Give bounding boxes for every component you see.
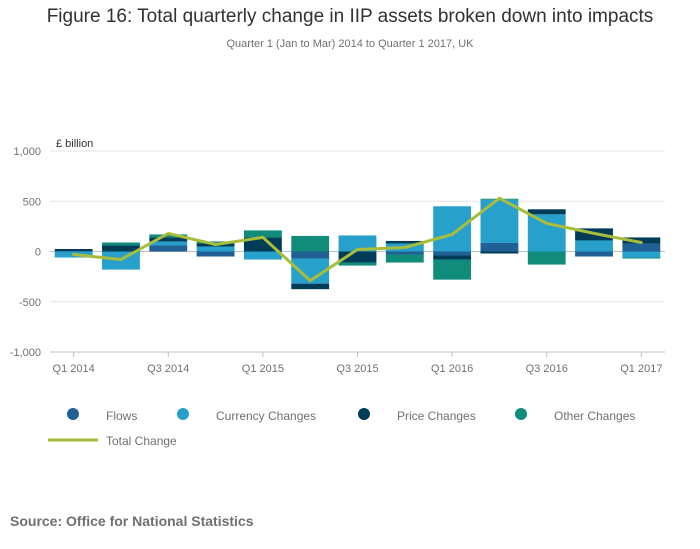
bar-flows bbox=[480, 242, 519, 252]
bar-price bbox=[102, 245, 140, 252]
legend-label-currency: Currency Changes bbox=[216, 409, 316, 423]
bar-flows bbox=[575, 251, 613, 257]
y-tick-label: 0 bbox=[35, 247, 41, 259]
y-tick-label: -500 bbox=[19, 297, 41, 309]
legend-marker-flows bbox=[67, 408, 79, 420]
x-tick-label: Q3 2014 bbox=[147, 363, 189, 375]
legend-marker-currency bbox=[177, 408, 189, 420]
stacked-bar-line-chart: -1,000 -500 0 500 1,000 £ billion Q1 2014 Q3 … bbox=[10, 138, 665, 448]
bar-other bbox=[338, 262, 377, 266]
bar-price bbox=[385, 240, 424, 244]
x-tick-label: Q1 2016 bbox=[431, 363, 473, 375]
bar-currency bbox=[527, 214, 566, 252]
bar-price bbox=[291, 283, 330, 290]
bar-flows bbox=[54, 250, 93, 252]
bar-flows bbox=[622, 243, 661, 252]
bar-currency bbox=[196, 246, 235, 252]
bar-flows bbox=[291, 251, 330, 259]
bar-currency bbox=[149, 241, 188, 246]
bar-price bbox=[149, 237, 188, 242]
bar-currency bbox=[575, 240, 613, 252]
y-tick-label: 1,000 bbox=[13, 146, 41, 158]
x-tick-label: Q3 2016 bbox=[526, 363, 568, 375]
bar-other bbox=[291, 235, 330, 252]
chart-title: Figure 16: Total quarterly change in IIP… bbox=[46, 6, 654, 27]
bar-other bbox=[433, 259, 472, 280]
bar-price bbox=[433, 255, 472, 260]
total-change-polyline bbox=[72, 196, 643, 283]
x-axis: Q1 2014 Q3 2014 Q1 2015 Q3 2015 Q1 2016 Q3 20… bbox=[50, 351, 665, 375]
bar-flows bbox=[196, 251, 235, 257]
bar-currency bbox=[433, 206, 472, 252]
x-tick-label: Q1 2015 bbox=[242, 363, 284, 375]
legend: Flows Currency Changes Price Changes Other … bbox=[48, 408, 635, 448]
bar-other bbox=[196, 241, 235, 244]
x-tick-label: Q1 2014 bbox=[53, 363, 95, 375]
y-tick-label: 500 bbox=[23, 196, 41, 208]
y-tick-label: -1,000 bbox=[10, 347, 41, 359]
bar-currency bbox=[243, 251, 282, 260]
bar-other bbox=[243, 230, 282, 238]
bar-price bbox=[338, 251, 377, 263]
legend-label-flows: Flows bbox=[106, 409, 137, 423]
bar-price bbox=[480, 251, 519, 254]
legend-label-other: Other Changes bbox=[554, 409, 635, 423]
bar-other bbox=[527, 251, 566, 265]
bar-currency bbox=[338, 235, 377, 252]
chart-subtitle: Quarter 1 (Jan to Mar) 2014 to Quarter 1… bbox=[226, 38, 474, 50]
bar-other bbox=[149, 234, 188, 238]
bar-currency bbox=[622, 251, 661, 258]
bar-price bbox=[527, 209, 566, 215]
bar-flows bbox=[149, 245, 188, 252]
y-axis-unit-label: £ billion bbox=[56, 138, 93, 150]
x-tick-label: Q1 2017 bbox=[620, 363, 662, 375]
bar-price bbox=[622, 237, 661, 244]
legend-marker-other bbox=[515, 408, 527, 420]
x-tick-label: Q3 2015 bbox=[336, 363, 378, 375]
y-axis-ticks: -1,000 -500 0 500 1,000 bbox=[10, 146, 41, 359]
bar-other bbox=[622, 257, 661, 259]
bar-other bbox=[385, 254, 424, 263]
legend-marker-price bbox=[358, 408, 370, 420]
bar-other bbox=[102, 242, 140, 246]
legend-label-price: Price Changes bbox=[397, 409, 476, 423]
bar-price bbox=[54, 248, 93, 251]
source-note: Source: Office for National Statistics bbox=[10, 513, 254, 529]
legend-label-total: Total Change bbox=[106, 434, 177, 448]
total-change-line bbox=[72, 196, 643, 283]
bar-flows bbox=[433, 251, 472, 256]
bars bbox=[54, 198, 661, 290]
bar-flows bbox=[385, 251, 424, 255]
